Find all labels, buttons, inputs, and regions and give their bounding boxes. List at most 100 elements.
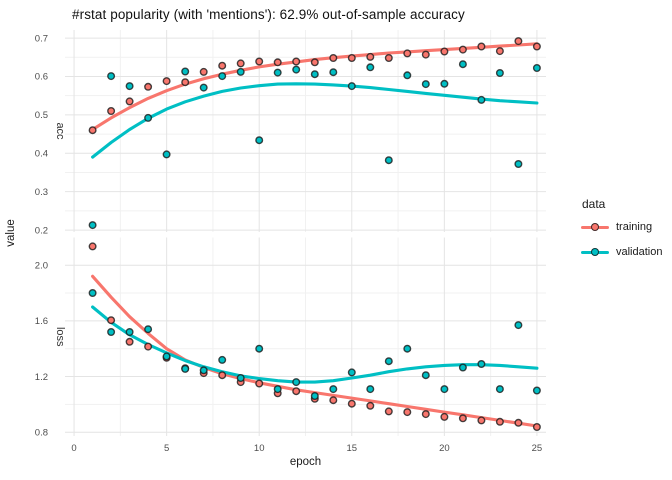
legend-label-validation: validation (616, 246, 663, 258)
validation-data-point (310, 392, 319, 401)
training-smooth-line (91, 42, 539, 132)
x-tick-label: 10 (254, 443, 265, 454)
training-data-point (421, 50, 430, 59)
training-data-point (495, 47, 504, 56)
validation-data-point (255, 136, 264, 145)
validation-data-point (366, 63, 375, 72)
training-data-point (273, 58, 282, 67)
training-data-point (532, 42, 541, 51)
training-data-point (366, 52, 375, 61)
validation-data-point (514, 159, 523, 168)
training-data-point (125, 337, 134, 346)
facet-strip-label: acc (54, 122, 66, 140)
training-data-point (495, 417, 504, 426)
validation-data-point (532, 386, 541, 395)
training-data-point (199, 67, 208, 76)
y-tick-label: 0.4 (35, 148, 48, 159)
validation-data-point (236, 67, 245, 76)
x-axis-title: epoch (290, 456, 321, 468)
legend-entry-validation: validation (580, 245, 662, 259)
training-data-point (329, 54, 338, 63)
training-data-point (514, 418, 523, 427)
validation-data-point (273, 385, 282, 394)
validation-data-point (310, 70, 319, 79)
training-data-point (144, 342, 153, 351)
validation-data-point (495, 385, 504, 394)
validation-data-point (144, 325, 153, 334)
facet-strip-label: loss (54, 327, 66, 347)
validation-data-point (477, 360, 486, 369)
training-data-point (532, 423, 541, 432)
training-data-point (292, 57, 301, 66)
training-data-point (477, 416, 486, 425)
training-data-point (218, 61, 227, 70)
validation-data-point (292, 378, 301, 387)
y-tick-label: 0.8 (35, 427, 48, 438)
y-tick-label: 0.6 (35, 72, 48, 83)
x-tick-label: 0 (71, 443, 76, 454)
y-tick-label: 0.5 (35, 110, 48, 121)
validation-data-point (532, 63, 541, 72)
validation-data-point (107, 328, 116, 337)
legend: data training validation (580, 197, 662, 270)
training-data-point (125, 97, 134, 106)
validation-data-point (181, 364, 190, 373)
x-tick-label: 20 (439, 443, 450, 454)
validation-data-point (199, 83, 208, 92)
training-data-point (236, 59, 245, 68)
validation-smooth-line (91, 82, 539, 159)
validation-data-point (236, 374, 245, 383)
x-tick-label: 25 (532, 443, 543, 454)
validation-data-point (329, 385, 338, 394)
validation-data-point (88, 289, 97, 298)
validation-data-point (347, 82, 356, 91)
validation-data-point (218, 355, 227, 364)
training-data-point (458, 414, 467, 423)
training-data-point (88, 126, 97, 135)
y-axis-title: value (5, 219, 17, 247)
training-data-point (384, 407, 393, 416)
validation-data-point (181, 67, 190, 76)
validation-data-point (162, 150, 171, 159)
validation-data-point (88, 221, 97, 230)
validation-data-point (107, 72, 116, 81)
training-data-point (329, 396, 338, 405)
training-data-point (347, 399, 356, 408)
training-data-point (514, 37, 523, 46)
validation-data-point (125, 328, 134, 337)
training-data-point (218, 371, 227, 380)
chart-title: #rstat popularity (with 'mentions'): 62.… (72, 7, 465, 22)
training-data-point (162, 77, 171, 86)
training-data-point (255, 379, 264, 388)
training-data-point (347, 54, 356, 63)
training-data-point (292, 387, 301, 396)
training-data-point (255, 57, 264, 66)
legend-title: data (582, 197, 606, 211)
legend-entry-training: training (580, 220, 662, 234)
training-data-point (440, 412, 449, 421)
validation-data-point (199, 366, 208, 375)
validation-data-point (403, 344, 412, 353)
validation-data-point (347, 368, 356, 377)
validation-data-point (273, 68, 282, 77)
validation-data-point (495, 68, 504, 77)
training-data-point (107, 316, 116, 325)
validation-data-point (384, 357, 393, 366)
validation-data-point (366, 385, 375, 394)
training-data-point (107, 106, 116, 115)
validation-data-point (162, 352, 171, 361)
x-tick-label: 5 (164, 443, 169, 454)
validation-data-point (440, 79, 449, 88)
training-data-point (403, 408, 412, 417)
validation-data-point (125, 82, 134, 91)
validation-series-key-icon (580, 245, 610, 259)
validation-data-point (144, 113, 153, 122)
validation-data-point (477, 95, 486, 104)
training-data-point (421, 410, 430, 419)
y-tick-label: 0.7 (35, 33, 48, 44)
validation-data-point (458, 60, 467, 69)
validation-data-point (255, 344, 264, 353)
training-data-point (181, 78, 190, 87)
legend-label-training: training (616, 221, 653, 233)
